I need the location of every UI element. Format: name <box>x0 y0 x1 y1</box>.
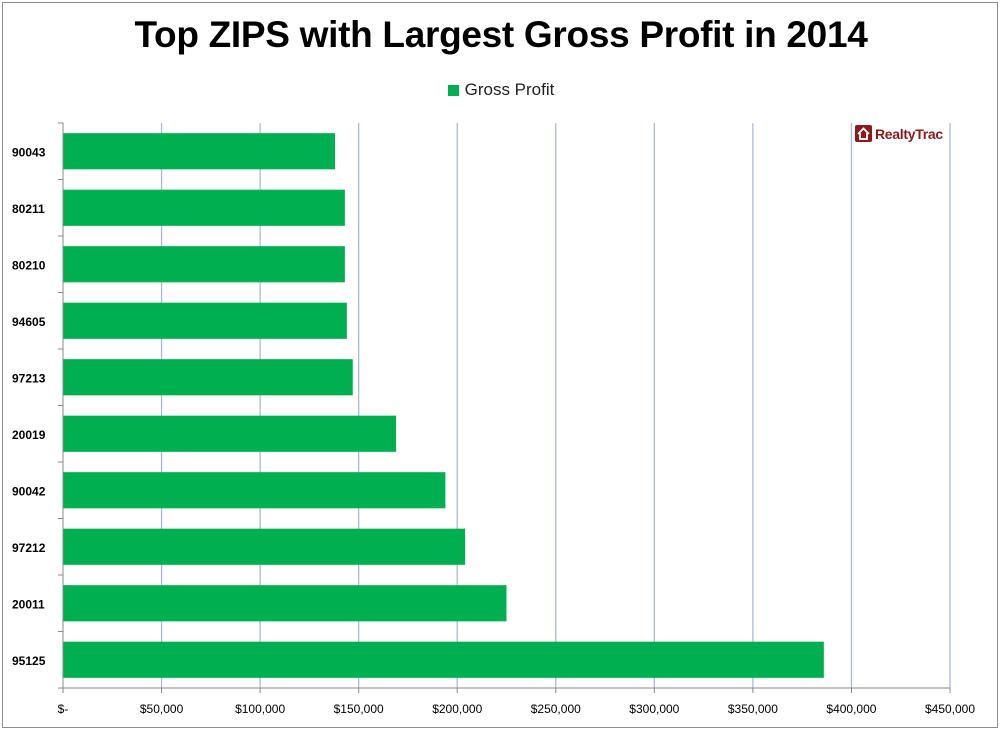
realtytrac-logo: RealtyTrac <box>855 125 943 142</box>
y-tick-label: 80211 <box>12 202 45 216</box>
y-tick-label: 97213 <box>12 371 46 385</box>
bar <box>63 415 397 452</box>
x-tick-label: $250,000 <box>531 702 581 716</box>
bar <box>63 585 507 622</box>
chart-title: Top ZIPS with Largest Gross Profit in 20… <box>134 14 868 55</box>
x-tick-label: $350,000 <box>728 702 778 716</box>
bar <box>63 133 336 170</box>
x-tick-label: $- <box>58 702 69 716</box>
logo-text: RealtyTrac <box>875 125 943 142</box>
y-tick-label: 95125 <box>12 654 46 668</box>
y-tick-label: 20011 <box>12 597 45 611</box>
x-tick-label: $50,000 <box>140 702 184 716</box>
bars <box>63 133 824 678</box>
bar <box>63 189 345 226</box>
x-tick-label: $400,000 <box>826 702 876 716</box>
y-tick-label: 80210 <box>12 258 46 272</box>
axes <box>58 122 951 693</box>
legend-swatch <box>447 84 459 96</box>
y-tick-label: 94605 <box>12 315 46 329</box>
y-tick-label: 90042 <box>12 484 46 498</box>
legend-label: Gross Profit <box>464 80 555 99</box>
bar <box>63 246 345 283</box>
x-tick-label: $300,000 <box>629 702 679 716</box>
y-tick-label: 20019 <box>12 428 46 442</box>
bar <box>63 528 466 565</box>
bar <box>63 359 353 396</box>
bar <box>63 641 824 678</box>
house-icon <box>855 125 872 142</box>
legend: Gross Profit <box>0 80 1002 100</box>
x-tick-label: $200,000 <box>432 702 482 716</box>
x-tick-label: $450,000 <box>925 702 975 716</box>
tick-labels: 90043 80211 80210 94605 97213 20019 90042 97212… <box>12 145 975 716</box>
bar <box>63 302 347 339</box>
y-tick-label: 97212 <box>12 541 46 555</box>
y-tick-label: 90043 <box>12 145 46 159</box>
bar <box>63 472 446 509</box>
x-tick-label: $150,000 <box>334 702 384 716</box>
x-tick-label: $100,000 <box>235 702 285 716</box>
